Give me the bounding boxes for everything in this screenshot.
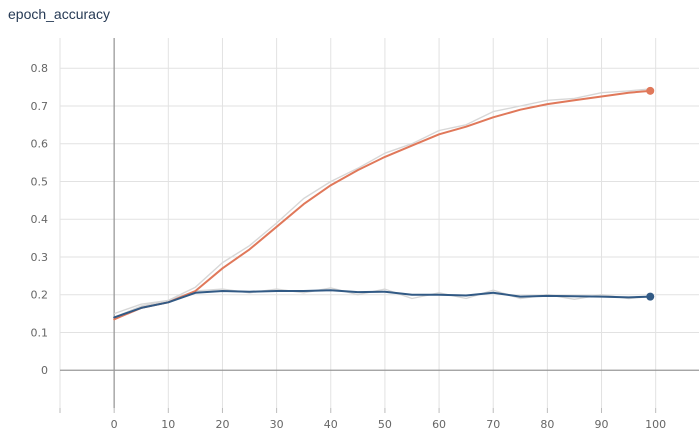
series-end-dot-blue (646, 292, 655, 301)
raw-series-layer (113, 88, 651, 319)
chart-title: epoch_accuracy (8, 6, 110, 22)
raw-series-line (113, 287, 651, 315)
series-line-orange (113, 89, 652, 321)
x-tick-label: 90 (595, 418, 609, 431)
y-tick-label: 0.8 (31, 62, 49, 75)
x-tick-label: 50 (378, 418, 392, 431)
grid-layer (59, 38, 699, 408)
x-tick-label: 10 (161, 418, 175, 431)
y-tick-label: 0.5 (31, 175, 49, 188)
x-tick-label: 60 (432, 418, 446, 431)
x-tick-label: 100 (645, 418, 666, 431)
y-tick-label: 0.6 (31, 138, 49, 151)
series-end-dot-orange (646, 86, 655, 95)
x-tick-label: 40 (324, 418, 338, 431)
x-tick-label: 20 (215, 418, 229, 431)
x-tick-label: 80 (540, 418, 554, 431)
x-tick-label: 30 (270, 418, 284, 431)
series-line-blue (113, 289, 652, 319)
tick-label-layer: 0 0.1 0.2 0.3 0.4 0.5 0.6 0.7 0.8 0 10 20 30 40 50 60 70… (31, 62, 667, 431)
y-tick-label: 0 (41, 364, 48, 377)
y-tick-label: 0.7 (31, 100, 49, 113)
y-tick-label: 0.3 (31, 251, 49, 264)
y-tick-label: 0.2 (31, 289, 49, 302)
x-tick-label: 0 (111, 418, 118, 431)
y-tick-label: 0.4 (31, 213, 49, 226)
series-layer (113, 86, 655, 321)
axis-layer (59, 38, 699, 413)
y-tick-label: 0.1 (31, 326, 49, 339)
x-tick-label: 70 (486, 418, 500, 431)
raw-series-line (113, 88, 651, 319)
